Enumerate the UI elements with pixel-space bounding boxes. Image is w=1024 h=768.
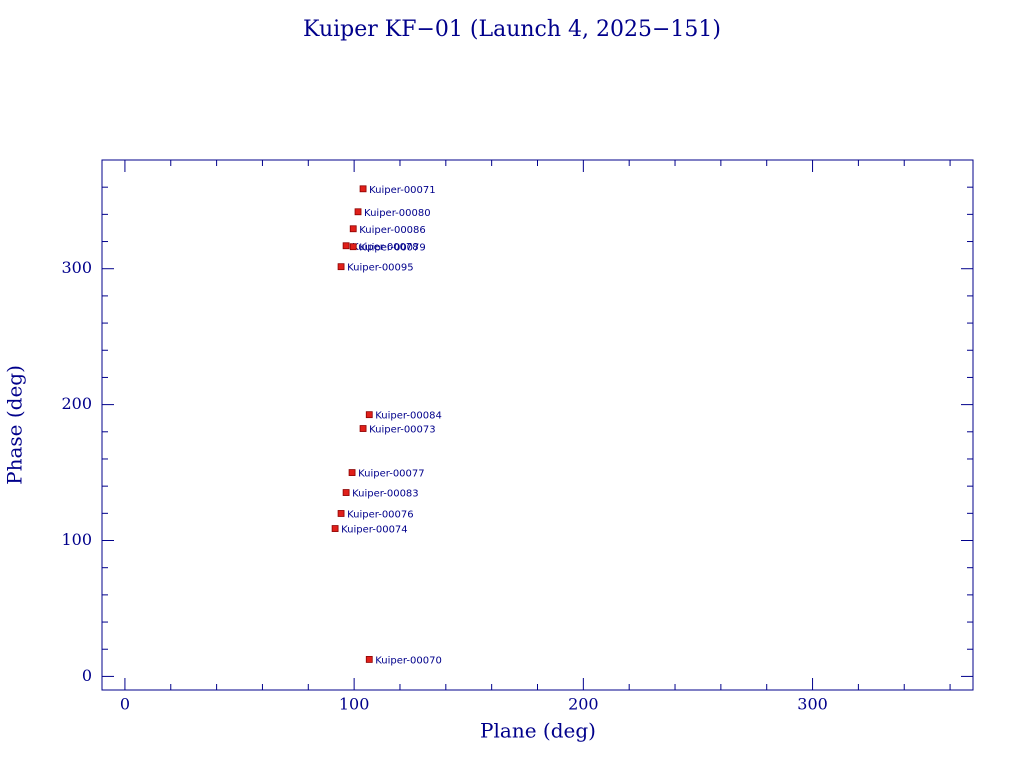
point-label: Kuiper-00095 <box>347 263 414 274</box>
x-tick-label: 100 <box>339 695 370 714</box>
x-tick-label: 300 <box>797 695 828 714</box>
point-label: Kuiper-00074 <box>341 525 408 536</box>
point-label: Kuiper-00079 <box>359 243 426 254</box>
y-tick-label: 100 <box>61 530 92 549</box>
point-label: Kuiper-00071 <box>369 185 436 196</box>
point <box>337 510 345 517</box>
point <box>331 525 339 532</box>
x-tick-label: 200 <box>568 695 599 714</box>
point <box>349 243 357 251</box>
point-label: Kuiper-00083 <box>352 489 419 500</box>
point-label: Kuiper-00077 <box>358 469 425 480</box>
y-tick-label: 200 <box>61 394 92 413</box>
y-tick-label: 0 <box>82 666 92 685</box>
point <box>349 225 357 233</box>
point <box>342 242 350 250</box>
point-label: Kuiper-00076 <box>347 509 414 520</box>
x-axis-label: Plane (deg) <box>480 719 596 743</box>
point-label: Kuiper-00084 <box>375 411 442 422</box>
point <box>348 469 356 476</box>
chart-title: Kuiper KF−01 (Launch 4, 2025−151) <box>303 17 721 42</box>
point-label: Kuiper-00070 <box>375 655 442 666</box>
point-label: Kuiper-00086 <box>359 225 426 236</box>
y-tick-label: 300 <box>61 258 92 277</box>
point <box>365 656 373 663</box>
point-label: Kuiper-00080 <box>364 208 431 219</box>
point <box>354 208 362 216</box>
x-tick-label: 0 <box>120 695 130 714</box>
point <box>359 425 367 432</box>
point <box>359 185 367 193</box>
point <box>337 263 345 271</box>
y-axis-label: Phase (deg) <box>3 365 27 485</box>
point <box>342 489 350 496</box>
point-label: Kuiper-00073 <box>369 425 436 436</box>
point-label: Kuiper-00078 <box>352 242 419 253</box>
point <box>365 411 373 419</box>
plot-frame <box>101 159 974 691</box>
